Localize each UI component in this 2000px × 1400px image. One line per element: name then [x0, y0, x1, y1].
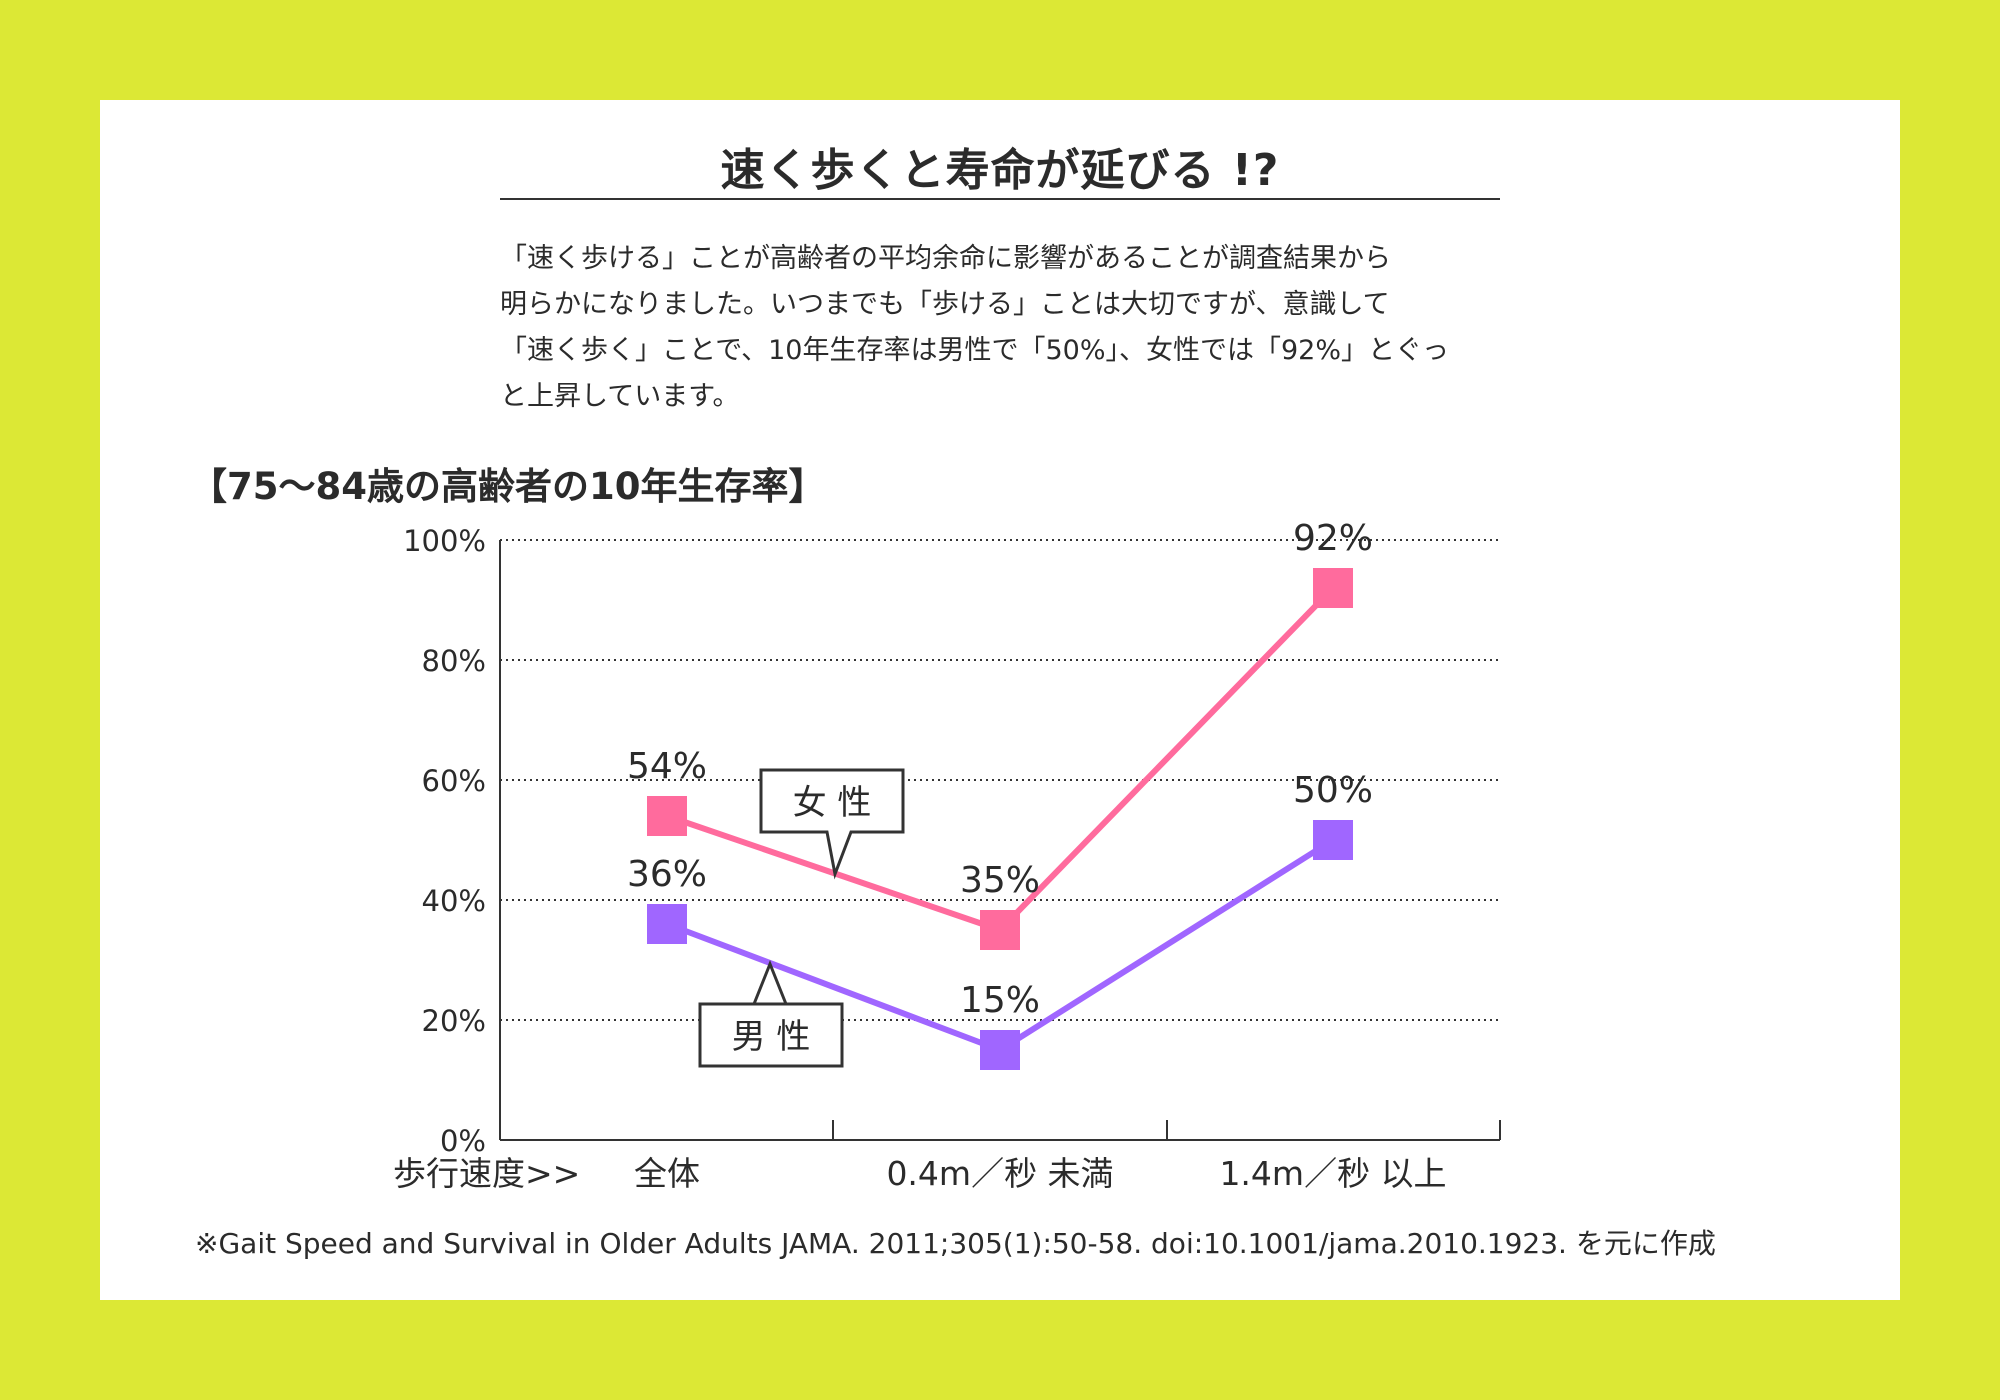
y-tick-label: 60% — [422, 764, 486, 798]
data-marker — [980, 910, 1020, 950]
data-label: 36% — [627, 854, 707, 895]
legend-callout-male — [698, 959, 844, 1068]
data-marker — [1313, 820, 1353, 860]
data-marker — [647, 904, 687, 944]
title-underline — [500, 198, 1500, 200]
data-label: 50% — [1293, 770, 1373, 811]
data-label: 54% — [627, 746, 707, 787]
content-card — [100, 100, 1900, 1300]
data-marker — [647, 796, 687, 836]
data-label: 15% — [960, 980, 1040, 1021]
y-tick-label: 0% — [440, 1124, 486, 1158]
description: 「速く歩ける」ことが高齢者の平均余命に影響があることが調査結果から 明らかになり… — [500, 236, 1510, 420]
data-label: 35% — [960, 860, 1040, 901]
y-tick-label: 20% — [422, 1004, 486, 1038]
y-tick-label: 80% — [422, 644, 486, 678]
x-tick-label: 全体 — [634, 1154, 700, 1193]
page-title: 速く歩くと寿命が延びる !? — [720, 145, 1280, 196]
description-line: 「速く歩ける」ことが高齢者の平均余命に影響があることが調査結果から — [500, 243, 1391, 274]
data-label: 92% — [1293, 518, 1373, 559]
legend-label-female: 女 性 — [793, 783, 872, 823]
data-marker — [1313, 568, 1353, 608]
data-marker — [980, 1030, 1020, 1070]
description-line: と上昇しています。 — [500, 381, 740, 412]
x-tick-label: 0.4m／秒 未満 — [886, 1154, 1113, 1193]
y-tick-label: 40% — [422, 884, 486, 918]
x-tick-label: 1.4m／秒 以上 — [1219, 1154, 1446, 1193]
legend-callout-female — [759, 768, 905, 880]
description-line: 「速く歩く」ことで、10年生存率は男性で「50%」、女性では「92%」とぐっ — [500, 335, 1449, 366]
x-axis-title: 歩行速度>> — [393, 1154, 580, 1193]
source-note: ※Gait Speed and Survival in Older Adults… — [195, 1227, 1716, 1260]
y-tick-label: 100% — [403, 524, 486, 558]
legend-label-male: 男 性 — [732, 1017, 811, 1057]
chart-title: 【75～84歳の高齢者の10年生存率】 — [190, 465, 826, 508]
description-line: 明らかになりました。いつまでも「歩ける」ことは大切ですが、意識して — [500, 289, 1390, 320]
